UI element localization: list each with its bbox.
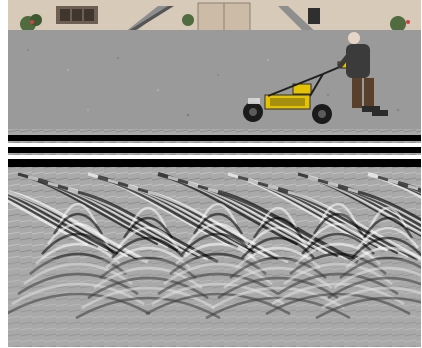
hyperbola-reflection — [181, 232, 255, 255]
hyperbola-reflection — [252, 216, 304, 239]
hyperbola-reflection — [362, 216, 414, 239]
hyperbola-reflection — [217, 276, 339, 300]
coat — [308, 8, 320, 24]
oblique-reflection — [8, 196, 99, 249]
hyperbola-reflection — [321, 286, 421, 310]
hyperbola-reflection — [192, 212, 244, 235]
hyperbola-reflection — [128, 206, 168, 229]
hyperbola-reflection — [368, 206, 408, 229]
hyperbola-reflection — [229, 256, 327, 279]
hyperbola-reflection — [151, 282, 285, 306]
reflection-band — [8, 159, 421, 167]
hyperbola-reflection — [265, 292, 411, 316]
radargram-illustration — [8, 129, 421, 347]
oblique-reflection — [147, 190, 289, 264]
hyperbola-reflection — [333, 266, 421, 290]
hyperbola-reflection — [327, 276, 421, 300]
hyperbola-reflection — [211, 286, 345, 310]
depth-fade — [8, 259, 421, 347]
oblique-reflection — [8, 193, 109, 252]
hyperbola-reflection — [11, 282, 145, 306]
hyperbola-reflection — [41, 232, 115, 255]
hyperbola-reflection — [339, 256, 421, 279]
hyperbola-reflection — [52, 212, 104, 235]
hyperbola-reflection — [87, 276, 209, 300]
reflection-band — [8, 143, 421, 147]
hyperbola-reflection — [198, 202, 238, 225]
hyperbola-reflection — [8, 292, 151, 316]
photo-panel — [8, 0, 421, 129]
reflection-band — [8, 155, 421, 159]
hyperbola-reflection — [223, 266, 333, 290]
hyperbola-reflection — [345, 246, 421, 269]
hyperbola-reflection — [277, 272, 399, 296]
hyperbola-reflection — [58, 202, 98, 225]
hyperbola-reflection — [258, 206, 298, 229]
radargram-bands — [8, 135, 421, 264]
hyperbola-reflection — [75, 296, 221, 320]
hyperbola-reflection — [306, 222, 370, 245]
radargram-panel — [8, 129, 421, 347]
hyperbola-reflection — [283, 262, 393, 286]
hyperbola-reflection — [312, 212, 364, 235]
hyperbola-reflection — [289, 252, 387, 275]
photo-illustration — [8, 0, 421, 129]
hyperbola-reflection — [351, 236, 421, 259]
oblique-reflection — [8, 190, 129, 258]
reflection-band — [8, 135, 421, 141]
hyperbola-reflection — [186, 222, 250, 245]
stairs-right — [278, 6, 320, 36]
operator — [337, 32, 388, 116]
hyperbola-reflection — [116, 226, 180, 249]
radargram-hyperbolas — [8, 202, 421, 347]
hyperbola-reflection — [318, 202, 358, 225]
hyperbola-reflection — [246, 226, 310, 249]
reflection-band — [8, 147, 421, 153]
hyperbola-reflection — [169, 252, 267, 275]
hyperbola-reflection — [356, 226, 420, 249]
hyperbola-reflection — [46, 222, 110, 245]
hyperbola-reflection — [17, 272, 139, 296]
oblique-reflection — [8, 191, 119, 255]
hyperbola-reflection — [122, 216, 174, 239]
hyperbola-reflection — [35, 242, 121, 265]
hyperbola-reflection — [295, 242, 381, 265]
hyperbola-reflection — [315, 296, 421, 320]
oblique-reflection — [357, 190, 421, 222]
hyperbola-reflection — [163, 262, 273, 286]
hyperbola-reflection — [111, 236, 185, 259]
hyperbola-reflection — [81, 286, 215, 310]
hyperbola-reflection — [157, 272, 279, 296]
hyperbola-reflection — [145, 292, 291, 316]
hyperbola-reflection — [23, 262, 133, 286]
hyperbola-reflection — [301, 232, 375, 255]
oblique-reflection — [8, 197, 89, 246]
hyperbola-reflection — [93, 266, 203, 290]
